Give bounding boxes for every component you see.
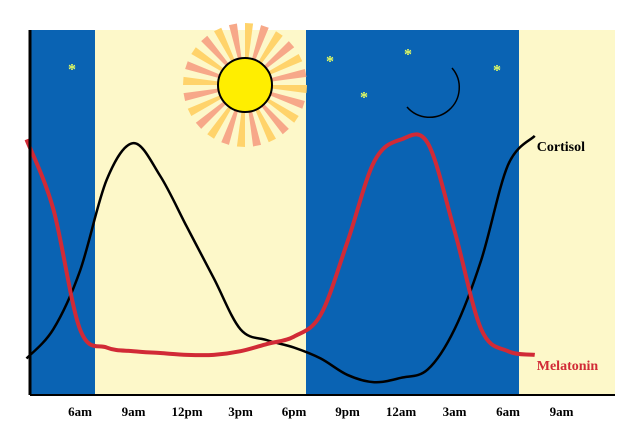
star: * [360,90,368,107]
x-tick-label: 6am [68,404,92,419]
star: * [404,47,412,64]
star: * [326,54,334,71]
x-tick-label: 6am [496,404,520,419]
x-tick-label: 3am [443,404,467,419]
x-tick-label: 9pm [335,404,360,419]
background [30,30,615,395]
x-tick-label: 12pm [171,404,202,419]
x-tick-label: 9am [122,404,146,419]
stars: * * * * * [68,47,501,107]
sun-disc [217,57,273,113]
star: * [68,62,76,79]
line [24,132,536,358]
moon [406,67,461,118]
x-tick-label: 12am [386,404,417,419]
line [25,134,536,384]
x-tick-label: 3pm [228,404,253,419]
x-tick-label: 6pm [282,404,307,419]
plot [24,132,536,384]
series-label: Cortisol [537,140,585,155]
star: * [493,63,501,80]
x-tick-label: 9am [550,404,574,419]
series-label: Melatonin [537,359,599,374]
